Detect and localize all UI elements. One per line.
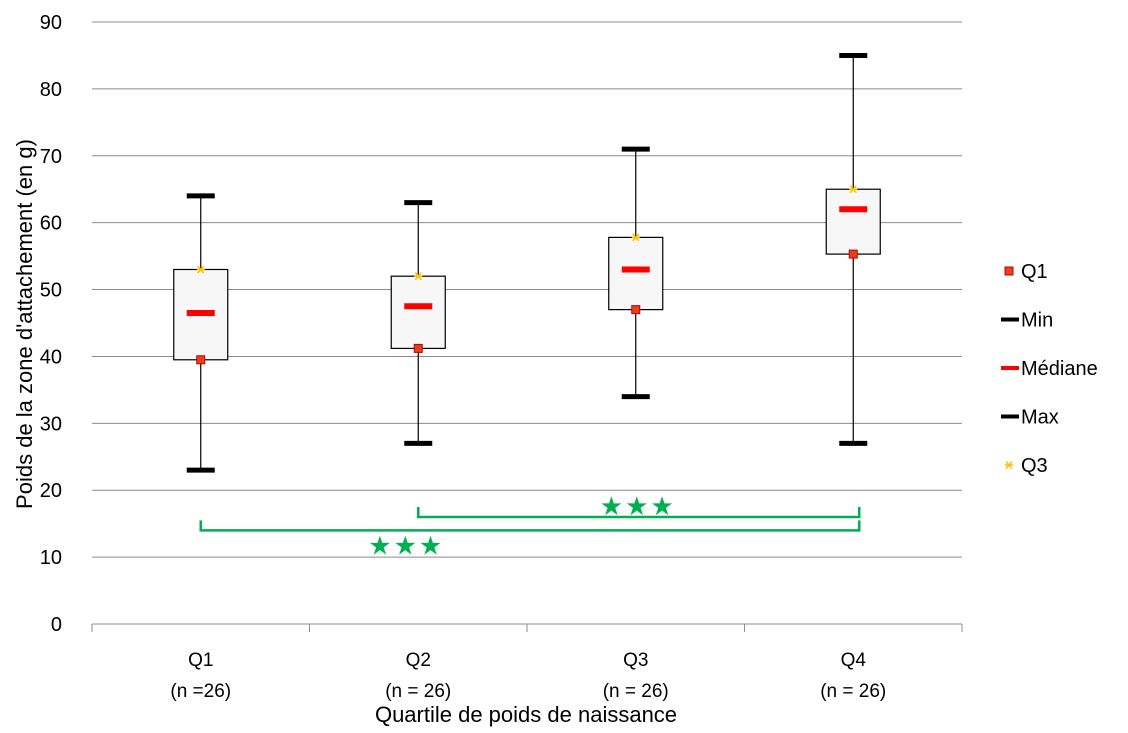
q3-marker (414, 272, 423, 281)
legend-item-m-diane: Médiane (1001, 358, 1098, 380)
q1-marker (631, 305, 641, 315)
x-category-label: Q3 (623, 650, 648, 671)
legend-swatch-stroke (1005, 461, 1013, 469)
q3-marker (849, 185, 858, 194)
legend-label: Q3 (1021, 455, 1048, 477)
y-tick-label: 40 (40, 346, 62, 368)
y-tick-label: 0 (51, 614, 62, 636)
x-category-n-label: (n =26) (170, 681, 231, 702)
y-tick-label: 50 (40, 280, 62, 302)
q3-marker (196, 265, 205, 274)
legend-swatch (1004, 266, 1014, 276)
x-category-n-label: (n = 26) (603, 681, 669, 702)
box-q4 (825, 52, 881, 446)
x-axis: Q1 (n =26) Q2 (n = 26) Q3 (n = 26) Q4 (n = 26) (91, 624, 963, 702)
box-body (825, 188, 881, 255)
legend-label: Max (1021, 407, 1059, 429)
legend-item-q3: Q3 (1005, 455, 1048, 477)
significance-q2-q4: ★★★ (417, 492, 861, 522)
legend-item-min: Min (1001, 310, 1053, 332)
y-tick-label: 30 (40, 413, 62, 435)
box-q2 (390, 200, 446, 446)
legend-label: Min (1021, 310, 1053, 332)
significance-brackets: ★★★ ★★★ (199, 492, 861, 561)
legend-label: Médiane (1021, 358, 1098, 380)
significance-stars: ★★★ (368, 531, 444, 561)
bracket-line (199, 520, 861, 532)
box-body (390, 275, 446, 350)
y-tick-label: 90 (40, 12, 62, 34)
significance-stars: ★★★ (600, 492, 676, 522)
x-category-n-label: (n = 26) (385, 681, 451, 702)
q3-marker-stroke (849, 185, 857, 194)
q3-marker-stroke (414, 272, 422, 281)
q1-marker (848, 249, 858, 259)
y-tick-label: 70 (40, 146, 62, 168)
q3-marker (631, 233, 640, 242)
q1-marker (413, 343, 423, 353)
significance-q1-q4: ★★★ (199, 520, 861, 561)
x-category-label: Q2 (406, 650, 431, 671)
legend-item-q1: Q1 (1004, 261, 1048, 283)
legend: Q1 Min Médiane Max Q3 (1001, 261, 1098, 477)
y-axis-title: Poids de la zone d'attachement (en g) (12, 139, 37, 509)
y-tick-label: 60 (40, 213, 62, 235)
y-tick-label: 10 (40, 547, 62, 569)
legend-label: Q1 (1021, 261, 1048, 283)
q3-marker-stroke (632, 233, 640, 242)
y-tick-label: 20 (40, 480, 62, 502)
boxes (173, 52, 881, 473)
x-category-label: Q4 (841, 650, 867, 671)
q3-marker-stroke (197, 265, 205, 274)
legend-swatch (1005, 461, 1013, 469)
box-q3 (608, 146, 664, 400)
box-body (608, 236, 664, 311)
y-tick-label: 80 (40, 79, 62, 101)
box-q1 (173, 193, 229, 473)
legend-item-max: Max (1001, 407, 1059, 429)
bracket-line (417, 506, 861, 519)
x-category-n-label: (n = 26) (820, 681, 886, 702)
gridlines (92, 21, 962, 625)
x-axis-title: Quartile de poids de naissance (375, 702, 677, 727)
x-category-label: Q1 (188, 650, 213, 671)
y-axis-ticks: 0 10 20 30 40 50 60 70 80 90 (40, 12, 62, 636)
q1-marker (196, 355, 206, 365)
